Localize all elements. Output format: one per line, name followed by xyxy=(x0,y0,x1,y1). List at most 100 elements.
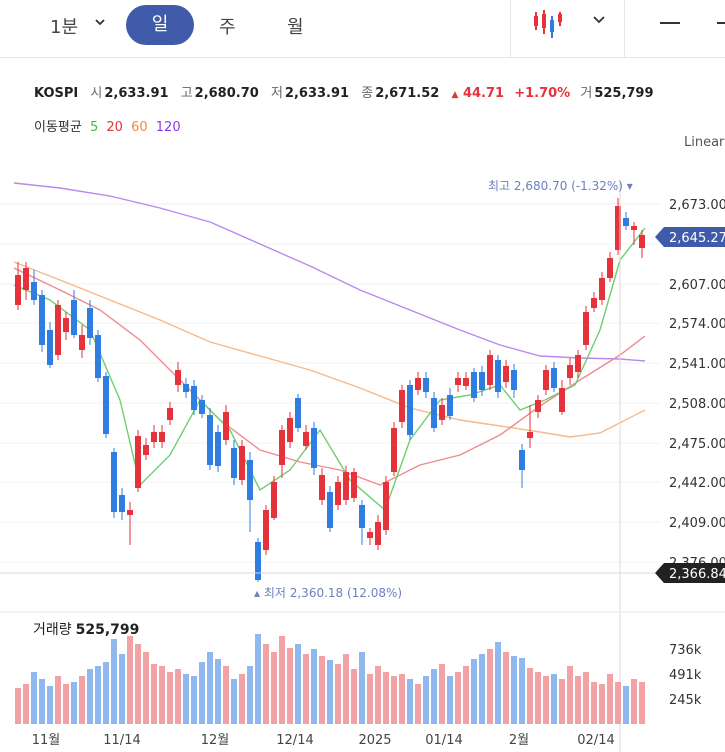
candle[interactable] xyxy=(239,446,245,480)
candle[interactable] xyxy=(279,430,285,465)
more-icon[interactable] xyxy=(717,22,725,24)
volume-bar[interactable] xyxy=(463,666,469,724)
tab-month[interactable]: 월 xyxy=(287,17,304,38)
tab-week[interactable]: 주 xyxy=(219,17,236,38)
candle[interactable] xyxy=(351,472,357,498)
candle[interactable] xyxy=(471,372,477,398)
volume-bar[interactable] xyxy=(327,660,333,724)
candle[interactable] xyxy=(495,360,501,392)
candle[interactable] xyxy=(151,432,157,442)
volume-bar[interactable] xyxy=(159,666,165,724)
volume-bar[interactable] xyxy=(439,664,445,724)
volume-bar[interactable] xyxy=(407,679,413,724)
candle[interactable] xyxy=(295,398,301,428)
volume-bar[interactable] xyxy=(351,669,357,724)
volume-bar[interactable] xyxy=(583,672,589,724)
volume-bar[interactable] xyxy=(343,654,349,724)
candle[interactable] xyxy=(487,355,493,385)
chevron-down-icon[interactable] xyxy=(94,16,106,28)
candle[interactable] xyxy=(447,395,453,416)
tab-minute[interactable]: 1분 xyxy=(50,17,79,38)
volume-bar[interactable] xyxy=(47,686,53,724)
volume-bar[interactable] xyxy=(183,674,189,724)
candle[interactable] xyxy=(607,258,613,278)
volume-bar[interactable] xyxy=(383,672,389,724)
volume-bar[interactable] xyxy=(415,684,421,724)
volume-bar[interactable] xyxy=(239,674,245,724)
candle[interactable] xyxy=(303,432,309,446)
volume-bar[interactable] xyxy=(503,652,509,724)
volume-bar[interactable] xyxy=(103,662,109,724)
moving-average-legend[interactable]: 이동평균 5 20 60 120 xyxy=(34,116,185,135)
candle[interactable] xyxy=(87,308,93,338)
volume-bar[interactable] xyxy=(423,676,429,724)
candle[interactable] xyxy=(567,365,573,378)
volume-bar[interactable] xyxy=(191,676,197,724)
volume-bar[interactable] xyxy=(575,676,581,724)
volume-bar[interactable] xyxy=(559,679,565,724)
volume-bar[interactable] xyxy=(319,656,325,724)
scale-mode-toggle[interactable]: Linear xyxy=(684,135,725,150)
candle[interactable] xyxy=(79,335,85,350)
volume-bar[interactable] xyxy=(607,674,613,724)
candle[interactable] xyxy=(247,460,253,500)
volume-bar[interactable] xyxy=(375,666,381,724)
candle[interactable] xyxy=(519,450,525,470)
candle[interactable] xyxy=(431,398,437,428)
volume-bar[interactable] xyxy=(639,682,645,724)
candle[interactable] xyxy=(543,370,549,390)
volume-bar[interactable] xyxy=(255,634,261,724)
volume-bar[interactable] xyxy=(615,682,621,724)
candle[interactable] xyxy=(343,472,349,500)
candle[interactable] xyxy=(55,305,61,355)
volume-bar[interactable] xyxy=(143,652,149,724)
candle[interactable] xyxy=(599,278,605,300)
candle[interactable] xyxy=(439,405,445,420)
volume-bar[interactable] xyxy=(295,644,301,724)
volume-bar[interactable] xyxy=(391,676,397,724)
volume-bar[interactable] xyxy=(455,672,461,724)
candle[interactable] xyxy=(327,492,333,528)
candle[interactable] xyxy=(31,282,37,300)
volume-bar[interactable] xyxy=(215,659,221,724)
candle[interactable] xyxy=(639,235,645,248)
volume-bar[interactable] xyxy=(479,654,485,724)
volume-bar[interactable] xyxy=(399,674,405,724)
candle[interactable] xyxy=(559,388,565,412)
volume-bar[interactable] xyxy=(511,656,517,724)
candle[interactable] xyxy=(191,386,197,410)
volume-bar[interactable] xyxy=(623,686,629,724)
candle[interactable] xyxy=(535,400,541,412)
candle[interactable] xyxy=(271,482,277,518)
candle[interactable] xyxy=(591,298,597,308)
candle[interactable] xyxy=(511,370,517,390)
price-chart[interactable]: 2,673.00 2,607.00 2,574.00 2,541.00 2,508.00… xyxy=(0,160,725,752)
candle[interactable] xyxy=(159,432,165,442)
candle[interactable] xyxy=(359,505,365,528)
candle[interactable] xyxy=(231,448,237,478)
candle[interactable] xyxy=(375,522,381,545)
candle[interactable] xyxy=(71,300,77,335)
volume-bar[interactable] xyxy=(631,679,637,724)
volume-bar[interactable] xyxy=(247,666,253,724)
candlestick-icon[interactable] xyxy=(530,8,570,40)
tab-day[interactable]: 일 xyxy=(126,5,194,45)
candle[interactable] xyxy=(255,542,261,580)
volume-bar[interactable] xyxy=(551,674,557,724)
volume-bar[interactable] xyxy=(199,662,205,724)
candle[interactable] xyxy=(479,372,485,390)
candle[interactable] xyxy=(367,532,373,538)
candle[interactable] xyxy=(215,432,221,466)
volume-bar[interactable] xyxy=(431,669,437,724)
candle[interactable] xyxy=(175,370,181,385)
candle[interactable] xyxy=(111,452,117,512)
volume-bar[interactable] xyxy=(287,648,293,724)
candle[interactable] xyxy=(263,510,269,550)
volume-bar[interactable] xyxy=(55,676,61,724)
candle[interactable] xyxy=(335,482,341,505)
volume-bar[interactable] xyxy=(591,682,597,724)
volume-bar[interactable] xyxy=(495,642,501,724)
volume-bar[interactable] xyxy=(223,666,229,724)
candle[interactable] xyxy=(311,428,317,468)
candle[interactable] xyxy=(407,385,413,435)
